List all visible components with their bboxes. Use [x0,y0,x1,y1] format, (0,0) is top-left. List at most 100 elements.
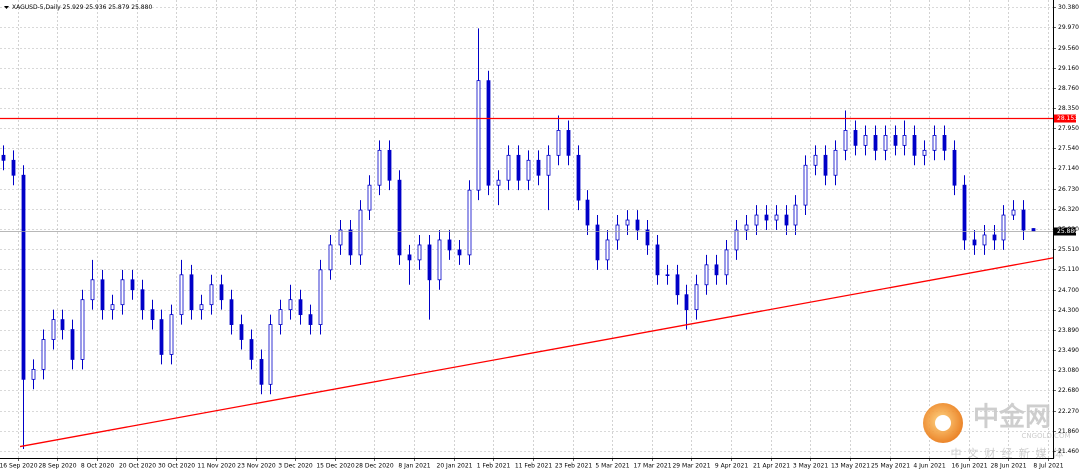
x-tick-label: 1 Feb 2021 [477,463,511,470]
x-tick-label: 4 Jun 2021 [913,463,945,470]
candle-body [992,234,997,241]
candle-body [912,135,917,156]
y-tick-label: 24.300 [1058,307,1079,314]
chart-title: XAGUSD-5,Daily 25.929 25.936 25.879 25.8… [12,4,152,11]
trend-line [19,257,1054,448]
candle-body [467,189,472,256]
candle-body [179,274,184,316]
y-tick-label: 27.540 [1058,145,1079,152]
x-tick-label: 9 Apr 2021 [715,463,748,470]
candle-body [724,249,729,276]
x-tick-label: 15 Dec 2020 [316,463,355,470]
x-tick-label: 30 Oct 2020 [158,463,195,470]
watermark: 中金网 CNGOLD.COM 中文财经新媒体 [923,402,1071,460]
candle-body [70,329,75,360]
candle-body [982,234,987,246]
candle-body [883,135,888,151]
y-tick-label: 21.860 [1058,428,1079,435]
candle-body [486,80,491,186]
candle-body [853,130,858,146]
x-tick-label: 17 Mar 2021 [633,463,671,470]
x-tick-label: 23 Feb 2021 [555,463,593,470]
y-tick-label: 29.560 [1058,45,1079,52]
candle-body [377,149,382,186]
candle-body [199,304,204,311]
candle-body [506,154,511,181]
candle-body [863,135,868,146]
candle-body [694,284,699,311]
price-label-box [1054,227,1076,236]
candle-body [784,214,789,226]
y-tick-label: 26.730 [1058,186,1079,193]
candle-body [1021,209,1026,231]
watermark-slogan: 中文财经新媒体 [951,446,1070,460]
x-tick-label: 21 Apr 2021 [753,463,790,470]
candle-body [41,339,46,370]
candle-body [169,314,174,355]
candle-body [328,244,333,271]
y-tick-label: 23.080 [1058,367,1079,374]
candle-body [1031,228,1036,232]
x-tick-label: 20 Jan 2021 [437,463,473,470]
x-tick-label: 25 May 2021 [871,463,910,470]
resistance-label-box [1054,114,1076,123]
candle-body [209,284,214,306]
candle-body [793,204,798,226]
candle-body [764,214,769,221]
plot [0,28,1054,450]
candle-body [576,154,581,201]
y-tick-label: 22.270 [1058,408,1079,415]
candle-body [972,239,977,246]
candle-body [665,274,670,276]
candle-body [536,159,541,176]
candle-body [496,179,501,186]
candle-body [348,229,353,256]
x-tick-label: 5 Mar 2021 [595,463,629,470]
candle-body [744,224,749,231]
candle-body [585,199,590,226]
candle-body [803,164,808,206]
y-tick-label: 29.970 [1058,24,1079,31]
y-tick-label: 25.110 [1058,266,1079,273]
x-tick-label: 29 Mar 2021 [672,463,710,470]
candle-body [130,279,135,291]
candle-body [110,304,115,311]
candle-body [922,149,927,156]
candle-body [288,299,293,311]
candle-body [823,154,828,176]
candle-body [556,130,561,156]
candle-body [51,319,56,340]
candle-body [635,219,640,231]
x-tick-label: 20 Oct 2020 [119,463,156,470]
candle-body [813,154,818,166]
candle-body [298,299,303,316]
candle-body [21,174,26,380]
logo-center [935,415,951,431]
x-tick-label: 8 Jul 2021 [1033,463,1063,470]
menu-arrow[interactable] [4,6,9,9]
x-tick-label: 16 Sep 2020 [0,463,38,470]
y-tick-label: 28.350 [1058,105,1079,112]
candle-body [11,159,16,176]
candle-body [437,239,442,281]
candle-body [893,135,898,146]
watermark-site: CNGOLD.COM [1021,432,1070,440]
candle-body [397,179,402,256]
candle-body [278,309,283,325]
candle-body [833,149,838,176]
candle-body [457,249,462,256]
candle-body [268,324,273,385]
x-tick-label: 11 Feb 2021 [515,463,553,470]
candle-body [367,184,372,211]
candle-body [120,279,125,306]
y-tick-label: 24.700 [1058,287,1079,294]
y-tick-label: 29.160 [1058,65,1079,72]
candle-body [447,239,452,251]
candle-body [754,214,759,226]
y-tick-label: 26.320 [1058,206,1079,213]
candle-body [655,244,660,276]
candle-body [259,359,264,385]
candle-body [407,254,412,261]
candle-body [675,274,680,296]
